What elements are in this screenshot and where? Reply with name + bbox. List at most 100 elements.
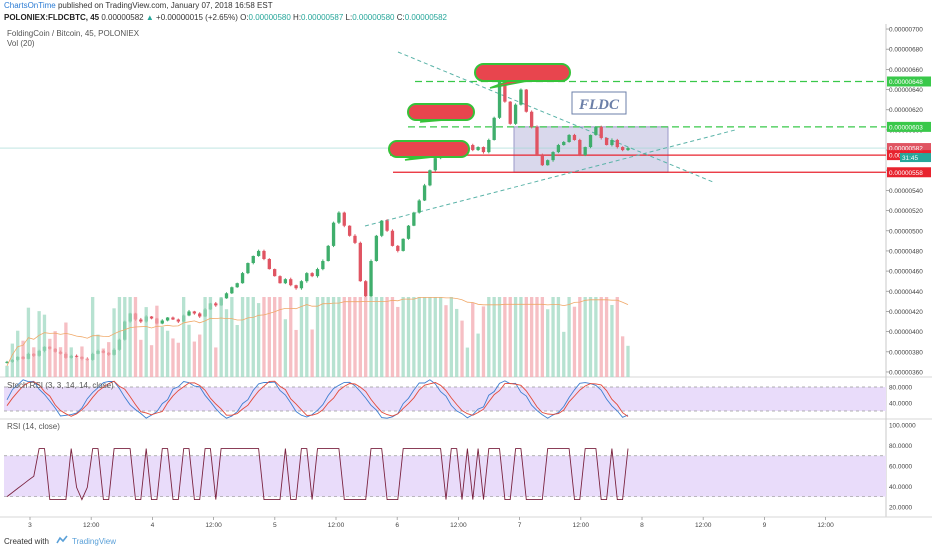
candle-body (503, 81, 507, 102)
volume-bar (492, 297, 496, 377)
volume-bar (497, 297, 502, 377)
candle-body (567, 134, 571, 143)
candle-body (492, 117, 496, 140)
callout-bubble (388, 140, 470, 158)
close-value: 0.00000582 (404, 13, 447, 22)
candle-body (594, 126, 598, 135)
price-tick-label: 0.00000540 (889, 188, 923, 195)
candle-body (321, 261, 325, 270)
candle-body (551, 152, 555, 161)
volume-bar (26, 307, 31, 377)
volume-bar (85, 358, 89, 377)
volume-bar (326, 297, 330, 377)
volume-bar (513, 297, 518, 377)
stoch-tick-label: 80.0000 (889, 385, 913, 392)
volume-bar (428, 297, 432, 377)
price-change: +0.00000015 (+2.65%) (156, 13, 238, 22)
volume-bar (283, 319, 288, 377)
candle-body (588, 134, 593, 148)
volume-bar (123, 297, 127, 377)
candle-body (235, 283, 239, 288)
volume-bar (471, 302, 475, 377)
volume-bar (315, 297, 320, 377)
volume-bar (37, 311, 41, 377)
volume-bar (273, 297, 277, 377)
price-tick-label: 0.00000680 (889, 47, 923, 54)
price-tick-label: 0.00000360 (889, 369, 923, 376)
volume-bar (412, 297, 416, 377)
volume-bar (224, 309, 229, 377)
rsi-line (6, 448, 629, 501)
time-tick-label: 12:00 (83, 522, 100, 529)
candle-body (364, 281, 368, 297)
up-arrow-icon: ▲ (145, 13, 154, 22)
created-with-text: Created with (4, 537, 49, 546)
volume-bar (53, 331, 57, 377)
volume-bar (422, 297, 427, 377)
candle-body (214, 303, 218, 306)
candle-body (562, 142, 566, 146)
candle-body (353, 235, 357, 243)
volume-bar (620, 336, 625, 377)
lower-trendline (364, 129, 736, 227)
published-text: published on TradingView.com, January 07… (57, 1, 273, 10)
candle-body (417, 200, 421, 213)
volume-bar (139, 339, 143, 377)
volume-bar (246, 297, 250, 377)
time-tick-label: 4 (151, 522, 155, 529)
candle-body (620, 147, 625, 151)
volume-bar (112, 308, 116, 377)
time-tick-label: 12:00 (573, 522, 590, 529)
consolidation-box (513, 126, 669, 173)
candle-body (358, 242, 362, 282)
volume-bar (556, 297, 561, 377)
volume-bar (385, 297, 389, 377)
volume-bar (310, 329, 314, 377)
candle-body (165, 317, 170, 321)
candle-body (176, 319, 180, 322)
volume-bar (42, 314, 47, 377)
time-tick-label: 12:00 (328, 522, 345, 529)
volume-bar (96, 334, 100, 377)
volume-bar (10, 343, 15, 377)
volume-bar (535, 297, 539, 377)
volume-bar (460, 320, 464, 377)
close-label: C: (396, 13, 405, 22)
time-tick-label: 12:00 (205, 522, 222, 529)
price-tag-text: 0.00000603 (889, 124, 923, 131)
time-badge-text: 31:45 (902, 155, 918, 162)
candle-body (524, 89, 528, 112)
publisher-link[interactable]: ChartsOnTime (4, 1, 56, 10)
volume-bar (481, 306, 486, 377)
volume-bar (21, 340, 25, 377)
candle-body (380, 220, 384, 236)
candle-body (139, 319, 143, 322)
volume-bar (305, 297, 309, 377)
candle-body (230, 287, 234, 294)
chart-svg[interactable]: 0.00000700 0.00000680 0.00000660 0.00000640… (0, 0, 932, 533)
volume-bar (380, 297, 384, 377)
price-tag-text: 0.00000558 (889, 170, 923, 177)
volume-bar (219, 297, 223, 377)
footer: Created with TradingView (0, 533, 932, 550)
pair-legend: FoldingCoin / Bitcoin, 45, POLONIEX (7, 29, 140, 38)
volume-bar (588, 297, 593, 377)
candle-body (422, 185, 427, 201)
volume-legend: Vol (20) (7, 39, 35, 48)
volume-bar (369, 297, 373, 377)
volume-bar (583, 297, 587, 377)
volume-bar (251, 297, 255, 377)
candle-body (331, 222, 336, 246)
volume-bar (117, 297, 122, 377)
candle-body (198, 313, 202, 317)
high-value: 0.00000587 (301, 13, 344, 22)
volume-bar (444, 305, 448, 377)
volume-bar (230, 297, 234, 377)
tradingview-brand[interactable]: TradingView (72, 537, 117, 546)
candle-body (583, 147, 587, 156)
candle-body (347, 225, 352, 236)
candle-body (406, 225, 411, 239)
candle-body (428, 170, 432, 186)
rsi-legend: RSI (14, close) (7, 422, 60, 431)
high-label: H: (293, 13, 302, 22)
